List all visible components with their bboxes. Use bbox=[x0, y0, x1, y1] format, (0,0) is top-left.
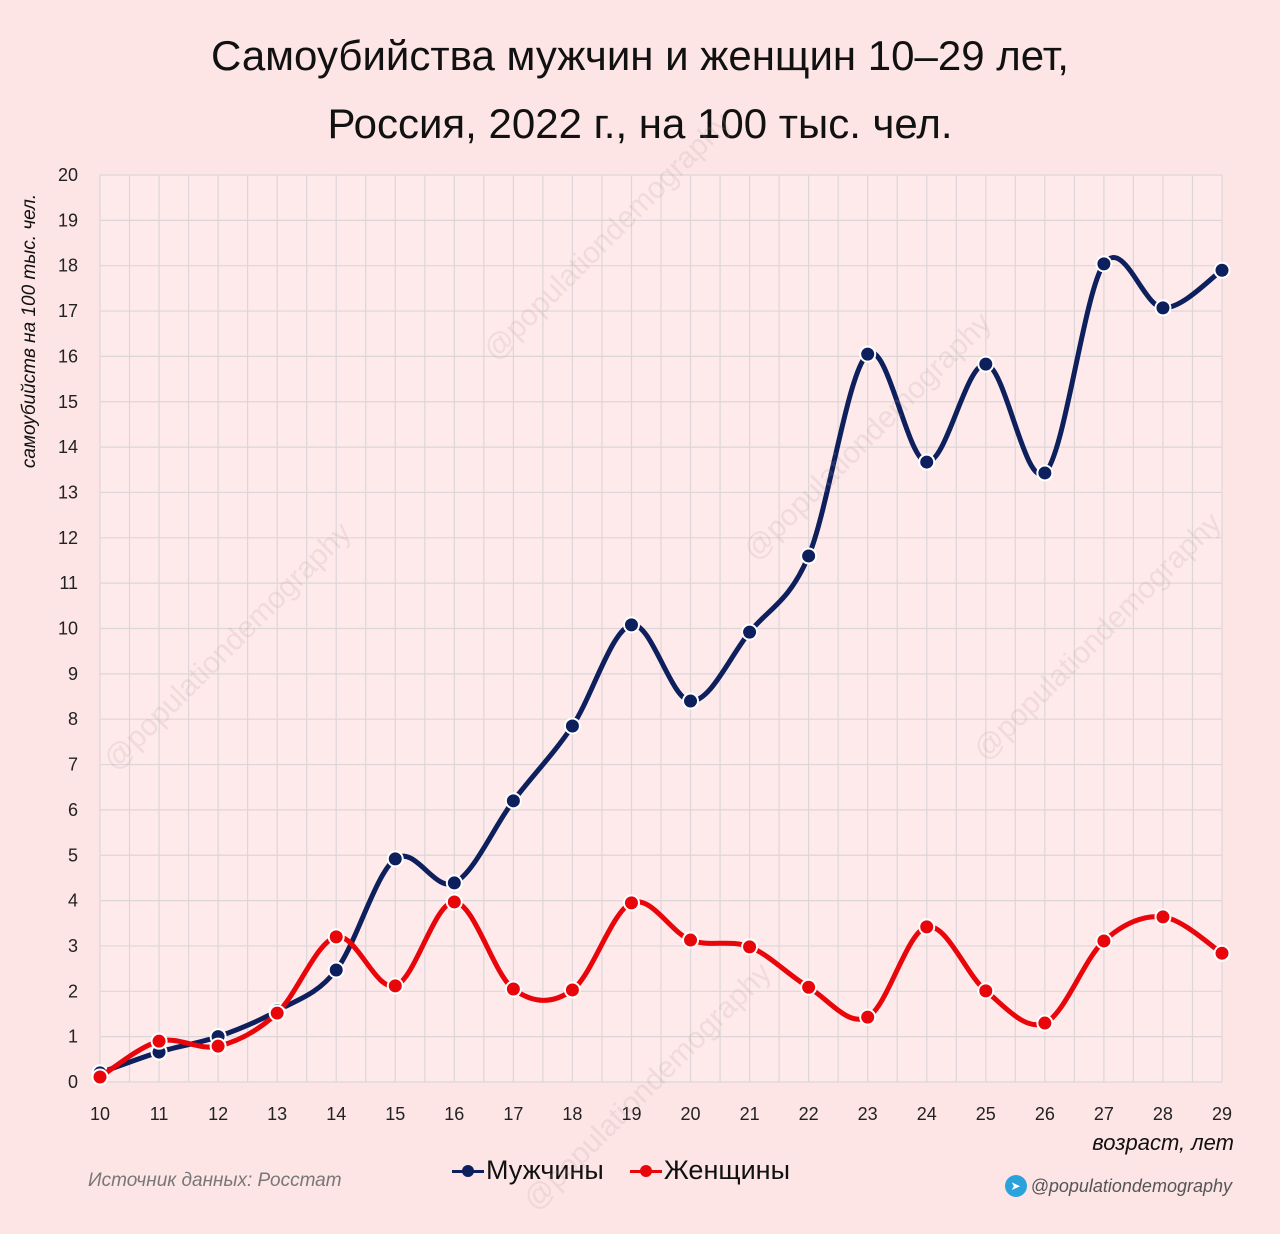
data-point-men bbox=[977, 355, 995, 373]
series-line-women bbox=[97, 899, 1225, 1080]
y-tick-label: 10 bbox=[58, 619, 78, 639]
data-point-men bbox=[445, 874, 463, 892]
data-point-women bbox=[386, 977, 404, 995]
x-tick-label: 10 bbox=[90, 1104, 110, 1124]
y-tick-label: 1 bbox=[68, 1027, 78, 1047]
y-tick-label: 9 bbox=[68, 664, 78, 684]
y-tick-label: 3 bbox=[68, 936, 78, 956]
title-line-2: Россия, 2022 г., на 100 тыс. чел. bbox=[327, 100, 953, 147]
y-tick-label: 19 bbox=[58, 210, 78, 230]
data-point-women bbox=[209, 1037, 227, 1055]
x-tick-label: 12 bbox=[208, 1104, 228, 1124]
data-point-women bbox=[800, 978, 818, 996]
legend-item-women: Женщины bbox=[629, 1155, 790, 1186]
data-point-men bbox=[859, 345, 877, 363]
legend-label-women: Женщины bbox=[663, 1155, 790, 1185]
source-note: Источник данных: Росстат bbox=[88, 1170, 342, 1191]
data-point-women bbox=[91, 1068, 109, 1086]
data-point-men bbox=[563, 717, 581, 735]
y-tick-label: 20 bbox=[58, 165, 78, 185]
data-point-men bbox=[386, 850, 404, 868]
y-tick-label: 15 bbox=[58, 392, 78, 412]
data-point-women bbox=[445, 893, 463, 911]
data-point-women bbox=[563, 981, 581, 999]
x-tick-label: 26 bbox=[1035, 1104, 1055, 1124]
y-tick-label: 4 bbox=[68, 891, 78, 911]
data-point-women bbox=[741, 938, 759, 956]
data-point-women bbox=[268, 1004, 286, 1022]
y-tick-label: 0 bbox=[68, 1072, 78, 1092]
data-point-men bbox=[741, 623, 759, 641]
y-tick-label: 2 bbox=[68, 981, 78, 1001]
data-point-women bbox=[1036, 1014, 1054, 1032]
chart-title: Самоубийства мужчин и женщин 10–29 лет, … bbox=[0, 22, 1280, 158]
x-tick-label: 22 bbox=[799, 1104, 819, 1124]
data-point-women bbox=[1095, 932, 1113, 950]
handle-text: @populationdemography bbox=[1030, 1175, 1232, 1196]
y-tick-label: 7 bbox=[68, 755, 78, 775]
author-handle: ➤ @populationdemography bbox=[1004, 1175, 1232, 1197]
x-tick-label: 14 bbox=[326, 1104, 346, 1124]
x-tick-label: 21 bbox=[740, 1104, 760, 1124]
y-tick-label: 17 bbox=[58, 301, 78, 321]
y-tick-label: 16 bbox=[58, 346, 78, 366]
data-point-women bbox=[150, 1032, 168, 1050]
data-point-men bbox=[1154, 299, 1172, 317]
x-tick-label: 16 bbox=[444, 1104, 464, 1124]
data-point-men bbox=[1095, 255, 1113, 273]
y-tick-label: 13 bbox=[58, 482, 78, 502]
y-axis-label: самоубийств на 100 тыс. чел. bbox=[19, 193, 40, 469]
x-tick-label: 29 bbox=[1212, 1104, 1232, 1124]
data-point-women bbox=[504, 980, 522, 998]
data-point-men bbox=[1036, 464, 1054, 482]
telegram-icon: ➤ bbox=[1004, 1175, 1027, 1197]
y-tick-label: 14 bbox=[58, 437, 78, 457]
data-point-women bbox=[682, 931, 700, 949]
legend-marker-men bbox=[452, 1164, 484, 1177]
x-tick-label: 15 bbox=[385, 1104, 405, 1124]
data-point-women bbox=[918, 918, 936, 936]
x-tick-label: 20 bbox=[681, 1104, 701, 1124]
legend-marker-women bbox=[629, 1164, 662, 1177]
data-point-men bbox=[1213, 261, 1231, 279]
legend: Мужчины Женщины bbox=[452, 1155, 790, 1186]
y-tick-label: 8 bbox=[68, 709, 78, 729]
x-tick-label: 18 bbox=[562, 1104, 582, 1124]
data-point-women bbox=[977, 982, 995, 1000]
y-tick-label: 11 bbox=[59, 573, 78, 593]
x-tick-label: 17 bbox=[503, 1104, 523, 1124]
data-point-men bbox=[800, 547, 818, 565]
x-tick-label: 13 bbox=[267, 1104, 287, 1124]
x-tick-label: 23 bbox=[858, 1104, 878, 1124]
legend-item-men: Мужчины bbox=[452, 1155, 604, 1186]
data-point-men bbox=[504, 792, 522, 810]
data-point-men bbox=[622, 616, 640, 634]
y-tick-label: 5 bbox=[68, 845, 78, 865]
title-line-1: Самоубийства мужчин и женщин 10–29 лет, bbox=[211, 32, 1069, 79]
x-tick-label: 27 bbox=[1094, 1104, 1114, 1124]
y-tick-label: 18 bbox=[58, 256, 78, 276]
y-tick-label: 12 bbox=[58, 528, 78, 548]
x-tick-label: 25 bbox=[976, 1104, 996, 1124]
data-point-men bbox=[327, 961, 345, 979]
y-tick-label: 6 bbox=[68, 800, 78, 820]
x-tick-label: 11 bbox=[150, 1104, 169, 1124]
data-point-women bbox=[1213, 944, 1231, 962]
x-tick-label: 24 bbox=[917, 1104, 937, 1124]
x-tick-label: 19 bbox=[621, 1104, 641, 1124]
data-point-men bbox=[918, 453, 936, 471]
data-point-men bbox=[682, 692, 700, 710]
data-point-women bbox=[1154, 908, 1172, 926]
legend-label-men: Мужчины bbox=[486, 1155, 604, 1185]
data-point-women bbox=[859, 1008, 877, 1026]
x-tick-label: 28 bbox=[1153, 1104, 1173, 1124]
data-point-women bbox=[327, 928, 345, 946]
data-point-women bbox=[622, 894, 640, 912]
x-axis-label: возраст, лет bbox=[1092, 1130, 1234, 1155]
